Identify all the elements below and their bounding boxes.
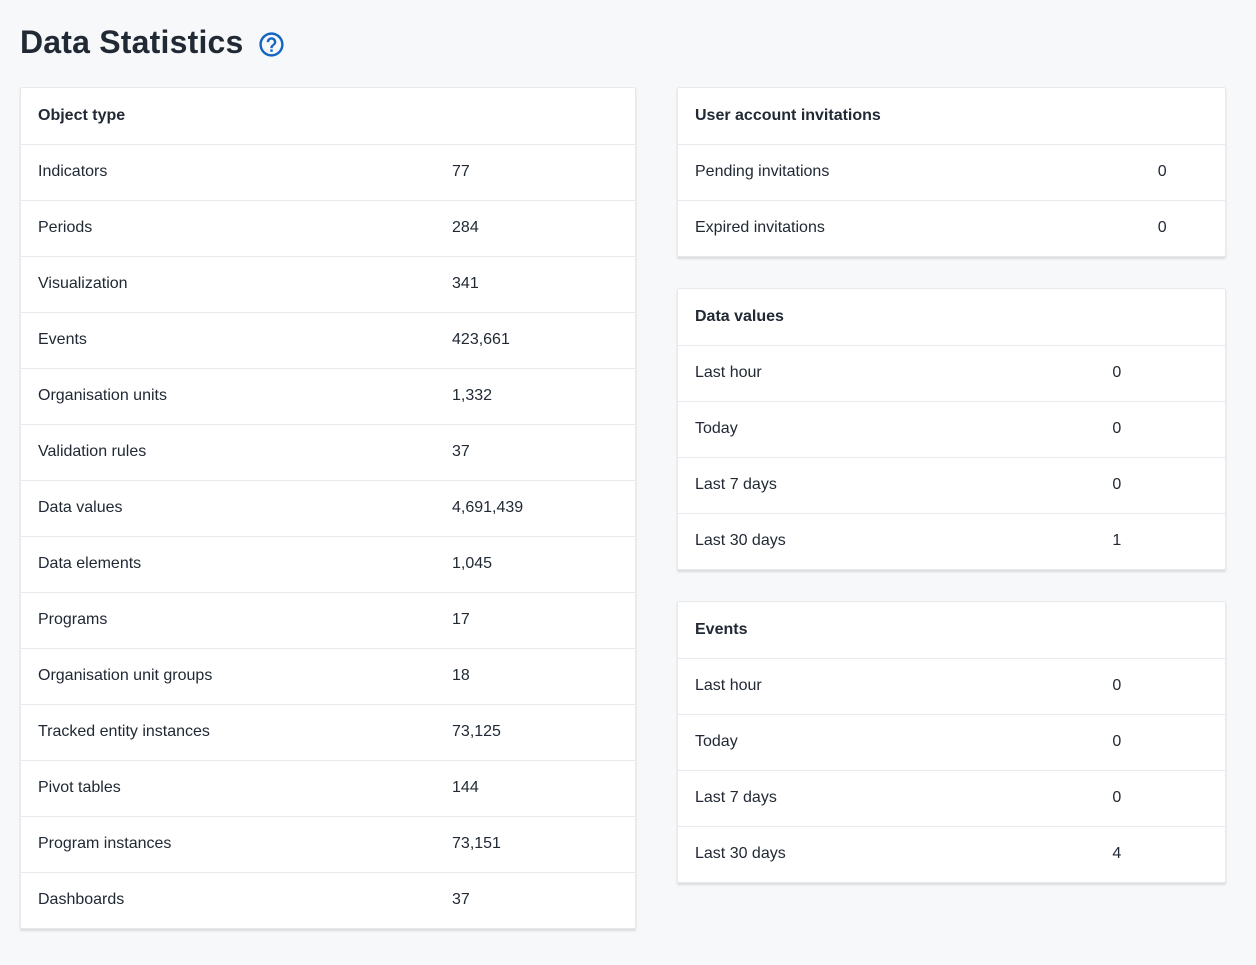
table-row: Visualization 341	[21, 255, 635, 312]
card-header-user-invitations: User account invitations	[695, 106, 881, 124]
data-values-card: Data values Last hour 0 Today 0 Last 7 days 0…	[677, 288, 1226, 570]
row-label: Tracked entity instances	[21, 703, 453, 760]
row-value: 4	[1112, 825, 1225, 882]
row-label: Last hour	[678, 657, 1113, 714]
left-column: Object type Indicators 77 Periods 284 Visual…	[20, 87, 636, 929]
row-label: Last 30 days	[678, 512, 1113, 569]
table-row: Indicators 77	[21, 143, 635, 200]
row-label: Programs	[21, 591, 453, 648]
row-label: Organisation unit groups	[21, 647, 453, 704]
row-label: Pivot tables	[21, 759, 453, 816]
row-value: 0	[1112, 400, 1225, 457]
card-header-events: Events	[695, 620, 748, 638]
row-label: Validation rules	[21, 423, 453, 480]
table-row: Validation rules 37	[21, 423, 635, 480]
row-value: 1,045	[452, 535, 635, 592]
row-value: 4,691,439	[452, 479, 635, 536]
row-value: 0	[1157, 143, 1225, 200]
table-row: Pivot tables 144	[21, 759, 635, 816]
row-label: Last 30 days	[678, 825, 1113, 882]
table-row: Data elements 1,045	[21, 535, 635, 592]
row-label: Data values	[21, 479, 453, 536]
row-label: Today	[678, 400, 1113, 457]
row-label: Today	[678, 713, 1113, 770]
table-row: Periods 284	[21, 199, 635, 256]
row-value: 1,332	[452, 367, 635, 424]
table-row: Last hour 0	[678, 657, 1225, 714]
row-label: Program instances	[21, 815, 453, 872]
row-value: 17	[452, 591, 635, 648]
card-header-data-values: Data values	[695, 307, 784, 325]
row-value: 0	[1112, 344, 1225, 401]
data-values-table: Data values Last hour 0 Today 0 Last 7 days 0…	[678, 289, 1225, 569]
row-value: 77	[452, 143, 635, 200]
row-label: Indicators	[21, 143, 453, 200]
row-value: 73,125	[452, 703, 635, 760]
right-column: User account invitations Pending invitat…	[677, 87, 1226, 883]
row-label: Expired invitations	[678, 199, 1158, 256]
table-row: Dashboards 37	[21, 871, 635, 928]
events-table: Events Last hour 0 Today 0 Last 7 days 0 Last …	[678, 602, 1225, 882]
row-value: 37	[452, 423, 635, 480]
table-row: Last 30 days 1	[678, 512, 1225, 569]
row-label: Events	[21, 311, 453, 368]
table-row: Data values 4,691,439	[21, 479, 635, 536]
table-row: Program instances 73,151	[21, 815, 635, 872]
table-row: Organisation units 1,332	[21, 367, 635, 424]
table-row: Today 0	[678, 400, 1225, 457]
row-label: Last 7 days	[678, 769, 1113, 826]
table-row: Expired invitations 0	[678, 199, 1225, 256]
content-columns: Object type Indicators 77 Periods 284 Visual…	[20, 87, 1226, 929]
table-row: Last hour 0	[678, 344, 1225, 401]
page-header: Data Statistics	[20, 22, 1226, 62]
table-row: Today 0	[678, 713, 1225, 770]
user-invitations-card: User account invitations Pending invitat…	[677, 87, 1226, 257]
card-header-object-type: Object type	[38, 106, 126, 124]
row-value: 18	[452, 647, 635, 704]
row-value: 1	[1112, 512, 1225, 569]
row-label: Pending invitations	[678, 143, 1158, 200]
table-row: Organisation unit groups 18	[21, 647, 635, 704]
row-label: Dashboards	[21, 871, 453, 928]
object-type-card: Object type Indicators 77 Periods 284 Visual…	[20, 87, 636, 929]
row-value: 341	[452, 255, 635, 312]
user-invitations-table: User account invitations Pending invitat…	[678, 88, 1225, 256]
table-row: Tracked entity instances 73,125	[21, 703, 635, 760]
help-button[interactable]	[257, 29, 287, 59]
object-type-table: Object type Indicators 77 Periods 284 Visual…	[21, 88, 635, 928]
row-value: 284	[452, 199, 635, 256]
table-row: Events 423,661	[21, 311, 635, 368]
row-value: 0	[1112, 713, 1225, 770]
row-value: 423,661	[452, 311, 635, 368]
row-value: 37	[452, 871, 635, 928]
row-value: 144	[452, 759, 635, 816]
row-value: 0	[1112, 769, 1225, 826]
row-value: 73,151	[452, 815, 635, 872]
row-label: Data elements	[21, 535, 453, 592]
row-label: Last 7 days	[678, 456, 1113, 513]
row-value: 0	[1112, 456, 1225, 513]
page-title: Data Statistics	[20, 23, 244, 60]
table-row: Last 7 days 0	[678, 769, 1225, 826]
row-label: Visualization	[21, 255, 453, 312]
row-value: 0	[1112, 657, 1225, 714]
table-row: Pending invitations 0	[678, 143, 1225, 200]
help-circle-icon	[257, 30, 286, 59]
table-row: Programs 17	[21, 591, 635, 648]
row-label: Organisation units	[21, 367, 453, 424]
row-label: Last hour	[678, 344, 1113, 401]
table-row: Last 7 days 0	[678, 456, 1225, 513]
events-card: Events Last hour 0 Today 0 Last 7 days 0 Last …	[677, 601, 1226, 883]
row-value: 0	[1157, 199, 1225, 256]
row-label: Periods	[21, 199, 453, 256]
table-row: Last 30 days 4	[678, 825, 1225, 882]
